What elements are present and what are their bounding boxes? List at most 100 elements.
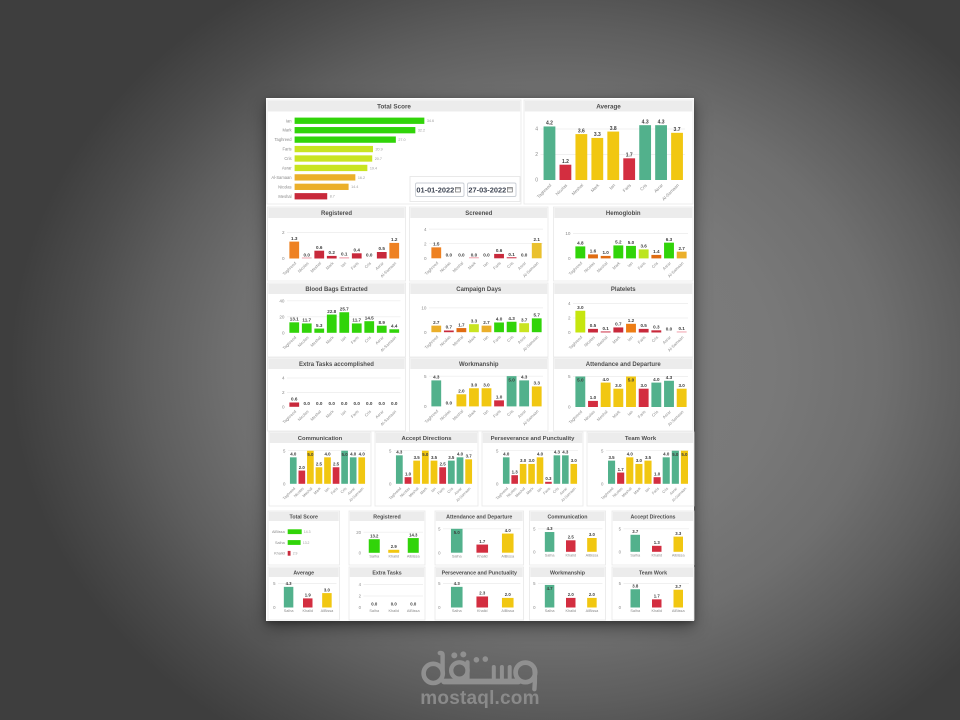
svg-text:Faris: Faris [282,147,291,152]
svg-text:Mark: Mark [325,408,336,419]
svg-text:4.0: 4.0 [663,452,670,457]
svg-text:2: 2 [424,241,427,246]
svg-text:Ian: Ian [340,260,348,268]
svg-text:0: 0 [424,330,427,335]
svg-text:0.1: 0.1 [602,326,609,331]
svg-text:3.0: 3.0 [636,458,643,463]
svg-text:Asrar: Asrar [559,486,569,496]
svg-text:Khalid: Khalid [565,609,576,613]
svg-text:Mark: Mark [611,334,622,345]
svg-text:20: 20 [356,530,361,535]
svg-text:0: 0 [389,482,392,487]
svg-text:Mark: Mark [313,487,322,496]
svg-text:Faris: Faris [492,260,502,270]
svg-text:Meshal: Meshal [621,487,633,499]
svg-text:4.4: 4.4 [391,323,398,328]
svg-text:1.0: 1.0 [654,471,661,476]
svg-text:AlBissa: AlBissa [501,609,515,613]
svg-text:4.8: 4.8 [577,241,584,246]
svg-text:0: 0 [533,550,536,555]
svg-text:5: 5 [496,448,499,453]
svg-text:1.9: 1.9 [305,593,312,598]
svg-text:AlBissa: AlBissa [672,553,686,557]
svg-text:40: 40 [279,299,285,304]
svg-text:0: 0 [438,605,441,610]
svg-text:2.5: 2.5 [568,535,575,540]
svg-text:Ian: Ian [430,487,437,494]
svg-text:0: 0 [282,331,285,336]
svg-text:4.3: 4.3 [554,450,561,455]
svg-text:2.5: 2.5 [440,461,447,466]
svg-text:3.0: 3.0 [615,383,622,388]
svg-text:3.7: 3.7 [675,584,682,589]
svg-text:Cris: Cris [340,487,348,495]
svg-text:0: 0 [283,482,286,487]
svg-text:AlBissa: AlBissa [586,553,600,557]
svg-text:2.3: 2.3 [479,591,486,596]
svg-text:Asrar: Asrar [454,486,464,496]
svg-text:5: 5 [533,581,536,586]
svg-text:1.2: 1.2 [562,159,569,165]
svg-text:3.7: 3.7 [521,317,528,322]
svg-text:Khalid: Khalid [477,554,488,558]
svg-text:0: 0 [568,405,571,410]
svg-text:1.0: 1.0 [590,395,597,400]
svg-text:Mark: Mark [526,487,535,496]
svg-text:Cris: Cris [651,335,660,344]
svg-text:0: 0 [282,405,285,410]
svg-text:Cris: Cris [651,409,660,418]
svg-text:13.2: 13.2 [370,533,379,538]
svg-text:5: 5 [389,448,392,453]
svg-text:Ian: Ian [340,408,348,416]
svg-text:4: 4 [535,127,538,133]
svg-text:Asrar: Asrar [653,182,664,193]
svg-text:3.5: 3.5 [431,455,438,460]
svg-text:Communication: Communication [547,515,587,521]
svg-text:4.3: 4.3 [547,526,554,531]
svg-text:1.7: 1.7 [479,539,486,544]
svg-text:5.0: 5.0 [628,240,635,245]
svg-text:Mark: Mark [467,408,478,419]
svg-text:6.3: 6.3 [666,237,673,242]
svg-text:0: 0 [424,404,427,409]
svg-text:Faris: Faris [622,182,633,193]
svg-text:2.9: 2.9 [293,552,298,556]
svg-text:Salha: Salha [630,609,641,613]
svg-text:0.5: 0.5 [640,323,647,328]
svg-text:4.0: 4.0 [496,317,503,322]
svg-text:Faris: Faris [637,409,647,419]
svg-text:16.2: 16.2 [358,176,365,180]
svg-text:Cris: Cris [506,409,515,418]
svg-text:AlBissa: AlBissa [321,609,335,613]
svg-text:20.9: 20.9 [375,147,382,151]
svg-text:Registered: Registered [373,515,400,521]
svg-text:5.0: 5.0 [342,452,349,457]
svg-text:Salha: Salha [284,609,295,613]
svg-text:Mark: Mark [282,128,292,133]
svg-text:Workmanship: Workmanship [459,362,499,368]
svg-text:0.6: 0.6 [291,397,298,402]
svg-text:Faris: Faris [350,335,360,345]
svg-text:1.5: 1.5 [433,242,440,247]
svg-text:Mark: Mark [325,260,336,271]
svg-text:Meshal: Meshal [515,487,527,499]
svg-text:Platelets: Platelets [611,287,636,293]
svg-text:2.0: 2.0 [458,389,465,394]
svg-text:Cris: Cris [639,182,649,192]
svg-text:5.0: 5.0 [681,452,688,457]
svg-text:4.0: 4.0 [350,452,357,457]
svg-text:Team Work: Team Work [625,436,657,442]
svg-text:Cris: Cris [363,261,372,270]
svg-text:8.9: 8.9 [379,320,386,325]
svg-text:Ian: Ian [626,260,634,268]
svg-text:5.2: 5.2 [615,240,622,245]
svg-text:5.0: 5.0 [307,452,314,457]
svg-text:0.0: 0.0 [410,602,417,607]
svg-text:22.8: 22.8 [327,309,336,314]
svg-text:5.0: 5.0 [672,452,679,457]
svg-text:AlBissa: AlBissa [407,554,421,558]
svg-text:Faris: Faris [330,487,339,496]
svg-text:Mark: Mark [611,260,622,271]
svg-text:0.4: 0.4 [354,248,361,253]
svg-text:5: 5 [438,527,441,532]
